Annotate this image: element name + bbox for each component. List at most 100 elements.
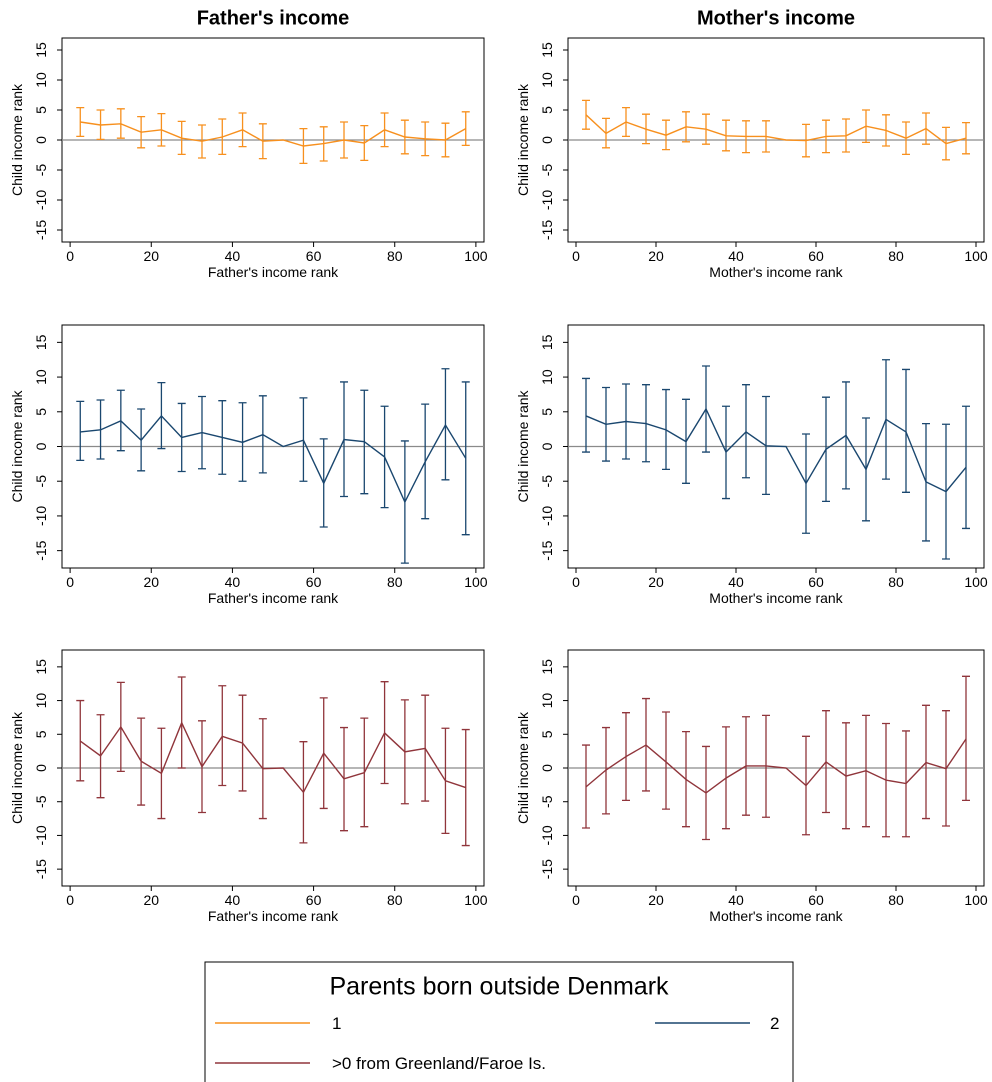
legend-label: 2 — [770, 1014, 779, 1033]
error-bar — [96, 714, 105, 799]
y-tick-label: -5 — [539, 164, 555, 177]
error-bar — [742, 120, 750, 154]
y-tick-label: -15 — [539, 220, 555, 240]
error-bar — [360, 717, 369, 828]
error-bar — [902, 730, 910, 838]
series-line — [80, 121, 467, 147]
error-bar — [922, 112, 930, 145]
panel-title: Father's income — [197, 7, 350, 29]
y-tick-label: -10 — [539, 506, 555, 526]
error-bar — [340, 121, 349, 159]
y-tick-label: 0 — [539, 764, 555, 772]
error-bar — [822, 710, 830, 814]
error-bar — [76, 106, 85, 138]
error-bar — [76, 699, 85, 782]
x-tick-label: 60 — [306, 248, 322, 264]
error-bar — [218, 400, 227, 475]
error-bar — [157, 112, 166, 147]
error-bar — [76, 400, 85, 462]
y-tick-label: 5 — [33, 730, 49, 738]
y-tick-label: 0 — [539, 442, 555, 450]
error-bar — [218, 685, 227, 787]
series-line — [585, 407, 967, 493]
x-tick-label: 0 — [572, 892, 580, 908]
x-tick-label: 40 — [728, 892, 744, 908]
x-tick-label: 100 — [964, 248, 988, 264]
y-tick-label: 0 — [33, 442, 49, 450]
x-tick-label: 100 — [464, 248, 488, 264]
error-bar — [441, 727, 450, 835]
error-bar — [922, 422, 930, 542]
error-bar — [380, 405, 389, 509]
error-bar — [258, 123, 267, 160]
y-tick-label: -15 — [539, 859, 555, 879]
error-bar — [762, 714, 770, 818]
series-line — [585, 114, 967, 145]
error-bar — [197, 395, 206, 470]
y-tick-label: -5 — [539, 475, 555, 488]
error-bar — [702, 745, 710, 841]
x-tick-label: 60 — [306, 892, 322, 908]
error-bar — [319, 697, 328, 810]
error-bar — [622, 712, 630, 802]
error-bar — [862, 714, 870, 828]
error-bar — [197, 720, 206, 814]
x-tick-label: 80 — [387, 892, 403, 908]
x-axis-label: Mother's income rank — [709, 908, 843, 924]
x-tick-label: 100 — [964, 892, 988, 908]
y-tick-label: 10 — [33, 72, 49, 88]
error-bar — [602, 726, 610, 815]
x-tick-label: 40 — [225, 892, 241, 908]
y-tick-label: -10 — [33, 506, 49, 526]
x-tick-label: 0 — [66, 248, 74, 264]
error-bar — [360, 124, 369, 162]
error-bar — [258, 718, 267, 820]
y-tick-label: 5 — [539, 730, 555, 738]
x-tick-label: 80 — [888, 574, 904, 590]
error-bar — [441, 368, 450, 481]
y-tick-label: 0 — [33, 764, 49, 772]
x-tick-label: 60 — [306, 574, 322, 590]
error-bar — [238, 112, 247, 148]
y-tick-label: -10 — [33, 190, 49, 210]
x-tick-label: 60 — [808, 574, 824, 590]
error-bar — [822, 119, 830, 154]
x-tick-label: 60 — [808, 248, 824, 264]
error-bar — [400, 699, 409, 805]
y-tick-label: 5 — [539, 408, 555, 416]
y-tick-label: 10 — [33, 693, 49, 709]
y-tick-label: 15 — [539, 42, 555, 58]
error-bar — [421, 694, 430, 802]
x-tick-label: 20 — [143, 892, 159, 908]
x-tick-label: 80 — [387, 248, 403, 264]
error-bar — [96, 109, 105, 141]
y-tick-label: 15 — [33, 659, 49, 675]
x-tick-label: 20 — [648, 574, 664, 590]
error-bar — [299, 127, 308, 165]
x-axis-label: Father's income rank — [208, 590, 339, 606]
x-tick-label: 40 — [225, 574, 241, 590]
error-bar — [157, 381, 166, 450]
error-bar — [238, 402, 247, 482]
error-bar — [380, 681, 389, 785]
error-bar — [842, 381, 850, 490]
y-tick-label: -5 — [33, 164, 49, 177]
error-bar — [218, 118, 227, 156]
x-tick-label: 40 — [225, 248, 241, 264]
x-tick-label: 80 — [387, 574, 403, 590]
error-bar — [802, 123, 810, 158]
x-axis-label: Father's income rank — [208, 908, 339, 924]
error-bar — [461, 381, 470, 536]
error-bar — [400, 119, 409, 155]
error-bar — [962, 405, 970, 530]
error-bar — [822, 396, 830, 502]
x-tick-label: 100 — [964, 574, 988, 590]
x-tick-label: 60 — [808, 892, 824, 908]
error-bar — [722, 726, 730, 830]
y-tick-label: -10 — [33, 825, 49, 845]
error-bar — [942, 710, 950, 827]
error-bar — [360, 389, 369, 495]
error-bar — [962, 675, 970, 802]
error-bar — [421, 403, 430, 520]
error-bar — [582, 744, 590, 829]
